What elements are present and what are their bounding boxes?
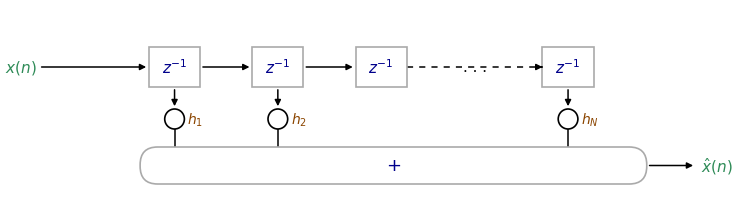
- Text: $h_1$: $h_1$: [187, 111, 203, 128]
- Text: $h_2$: $h_2$: [291, 111, 306, 128]
- FancyBboxPatch shape: [140, 147, 647, 184]
- Circle shape: [558, 110, 578, 129]
- Text: $\hat{x}(n)$: $\hat{x}(n)$: [701, 156, 733, 177]
- FancyBboxPatch shape: [252, 48, 303, 88]
- Circle shape: [165, 110, 184, 129]
- Text: $z^{-1}$: $z^{-1}$: [555, 58, 581, 77]
- Text: . . .: . . .: [462, 61, 486, 75]
- FancyBboxPatch shape: [149, 48, 200, 88]
- FancyBboxPatch shape: [355, 48, 407, 88]
- Circle shape: [268, 110, 288, 129]
- Text: $x(n)$: $x(n)$: [5, 59, 37, 77]
- Text: $z^{-1}$: $z^{-1}$: [265, 58, 291, 77]
- FancyBboxPatch shape: [542, 48, 593, 88]
- Text: $h_N$: $h_N$: [581, 111, 599, 128]
- Text: $z^{-1}$: $z^{-1}$: [162, 58, 187, 77]
- Text: $z^{-1}$: $z^{-1}$: [368, 58, 394, 77]
- Text: +: +: [386, 157, 401, 175]
